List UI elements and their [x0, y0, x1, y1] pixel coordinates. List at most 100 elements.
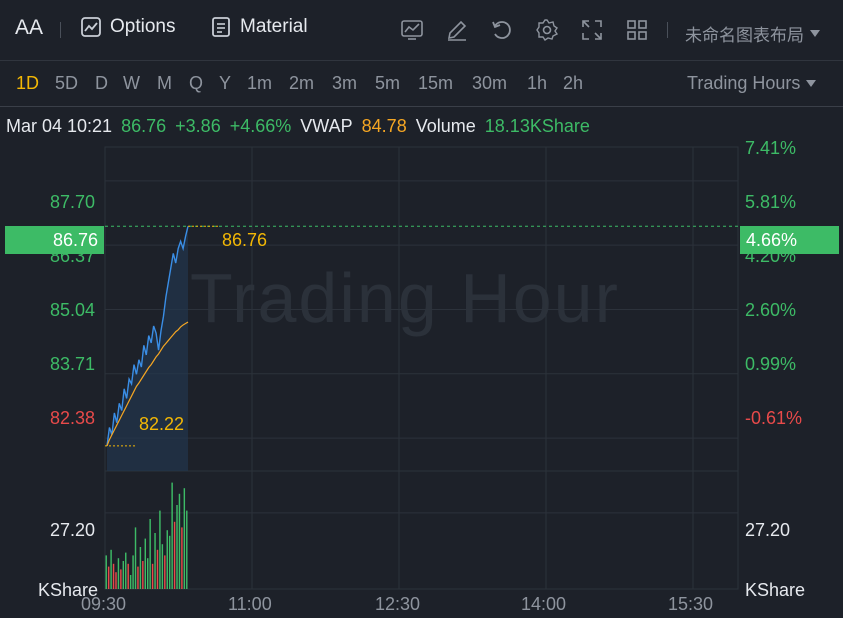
volume-bar	[183, 488, 186, 589]
period-d[interactable]: D	[95, 73, 108, 93]
volume-bar	[125, 552, 127, 589]
current-price-tag: 86.76	[5, 226, 104, 254]
volume-bar	[115, 572, 117, 589]
x-axis-label: 14:00	[521, 594, 567, 614]
volume-bar	[178, 493, 181, 589]
edit-pen-icon[interactable]	[445, 18, 469, 42]
quote-info-line: Mar 04 10:21 86.76 +3.86 +4.66% VWAP 84.…	[6, 116, 594, 137]
current-pct-tag-label: 4.66%	[746, 230, 798, 250]
period-15m[interactable]: 15m	[418, 73, 454, 93]
volume-bar	[171, 482, 173, 589]
right-volume-label: 27.20	[745, 520, 791, 540]
options-chart-icon	[81, 17, 101, 37]
period-m[interactable]: M	[157, 73, 172, 93]
volume-bar	[139, 547, 142, 589]
volume-bar	[110, 549, 112, 589]
volume-bar	[129, 575, 132, 589]
price-line	[106, 226, 189, 446]
refresh-icon[interactable]	[490, 18, 514, 42]
volume-bar	[176, 505, 178, 589]
volume-bar	[120, 569, 122, 589]
period-2m[interactable]: 2m	[289, 73, 315, 93]
quote-change: +3.86	[175, 116, 221, 136]
period-5d[interactable]: 5D	[55, 73, 79, 93]
x-axis-label: 15:30	[668, 594, 714, 614]
layout-name-label: 未命名图表布局	[685, 26, 804, 45]
settings-gear-icon[interactable]	[535, 18, 559, 42]
volume-bar	[161, 544, 164, 589]
period-y[interactable]: Y	[219, 73, 232, 93]
layout-name-dropdown[interactable]: 未命名图表布局	[685, 21, 820, 46]
vwap-label: VWAP	[300, 116, 353, 136]
volume-bar	[149, 519, 151, 589]
period-q[interactable]: Q	[189, 73, 204, 93]
volume-bar	[164, 555, 166, 589]
volume-bar	[132, 555, 134, 589]
volume-bar	[173, 521, 176, 589]
period-divider	[0, 106, 843, 107]
left-axis-label: 82.38	[50, 408, 96, 428]
options-label: Options	[110, 16, 176, 37]
quote-change-pct: +4.66%	[229, 116, 292, 136]
volume-bar	[107, 566, 110, 589]
top-toolbar: AA Options Material 未命名图表布局	[0, 0, 843, 60]
volume-bar	[151, 563, 154, 589]
period-5m[interactable]: 5m	[375, 73, 401, 93]
trading-hours-dropdown[interactable]: Trading Hours	[687, 73, 817, 94]
period-w[interactable]: W	[123, 73, 140, 93]
volume-bar	[168, 535, 171, 589]
volume-bar	[159, 510, 161, 589]
grid-layout-icon[interactable]	[625, 18, 649, 42]
fullscreen-icon[interactable]	[580, 18, 604, 42]
right-axis-label: 7.41%	[745, 138, 797, 158]
volume-bar	[112, 563, 115, 589]
right-axis-label: -0.61%	[745, 408, 803, 428]
symbol-label[interactable]: AA	[15, 16, 44, 39]
period-1m[interactable]: 1m	[247, 73, 273, 93]
x-axis-label: 12:30	[375, 594, 421, 614]
trading-hours-label: Trading Hours	[687, 73, 801, 93]
vwap-value: 84.78	[361, 116, 407, 136]
volume-bar	[105, 555, 107, 589]
vwap-line	[106, 321, 189, 447]
volume-bar	[127, 563, 129, 589]
material-document-icon	[212, 17, 230, 37]
volume-bar	[117, 558, 120, 589]
period-3m[interactable]: 3m	[332, 73, 358, 93]
volume-bar	[147, 558, 149, 589]
toolbar-separator	[667, 22, 668, 38]
left-axis-label: 87.70	[50, 192, 96, 212]
volume-bar	[166, 530, 168, 589]
current-price-tag-label: 86.76	[52, 230, 98, 250]
trading-hour-watermark: Trading Hour	[190, 259, 620, 337]
right-axis-label: 2.60%	[745, 300, 797, 320]
left-axis-label: 83.71	[50, 354, 96, 374]
period-1d[interactable]: 1D	[16, 73, 40, 93]
volume-bar	[144, 538, 146, 589]
volume-bar	[156, 549, 159, 589]
volume-bar	[142, 561, 144, 589]
period-2h[interactable]: 2h	[563, 73, 584, 93]
right-axis-label: 0.99%	[745, 354, 797, 374]
chart-line-icon[interactable]	[400, 18, 424, 42]
material-label: Material	[240, 16, 308, 37]
quote-price: 86.76	[121, 116, 167, 136]
volume-bar	[181, 527, 183, 589]
x-axis-label: 11:00	[228, 594, 272, 614]
left-volume-label: 27.20	[50, 520, 96, 540]
period-bar: 1D 5D D W M Q Y 1m 2m 3m 5m 15m 30m 1h 2…	[0, 61, 843, 105]
volume-bar	[137, 566, 139, 589]
options-button[interactable]: Options	[80, 16, 175, 38]
period-30m[interactable]: 30m	[472, 73, 508, 93]
volume-bar	[186, 510, 188, 589]
chevron-down-icon	[806, 80, 817, 87]
x-axis-label: 09:30	[81, 594, 127, 614]
chart-frame	[104, 146, 739, 590]
material-button[interactable]: Material	[210, 16, 308, 38]
right-volume-unit: KShare	[745, 580, 806, 600]
left-axis-label: 85.04	[50, 300, 96, 320]
volume-bar	[134, 527, 137, 589]
right-axis-label: 5.81%	[745, 192, 797, 212]
period-1h[interactable]: 1h	[527, 73, 548, 93]
